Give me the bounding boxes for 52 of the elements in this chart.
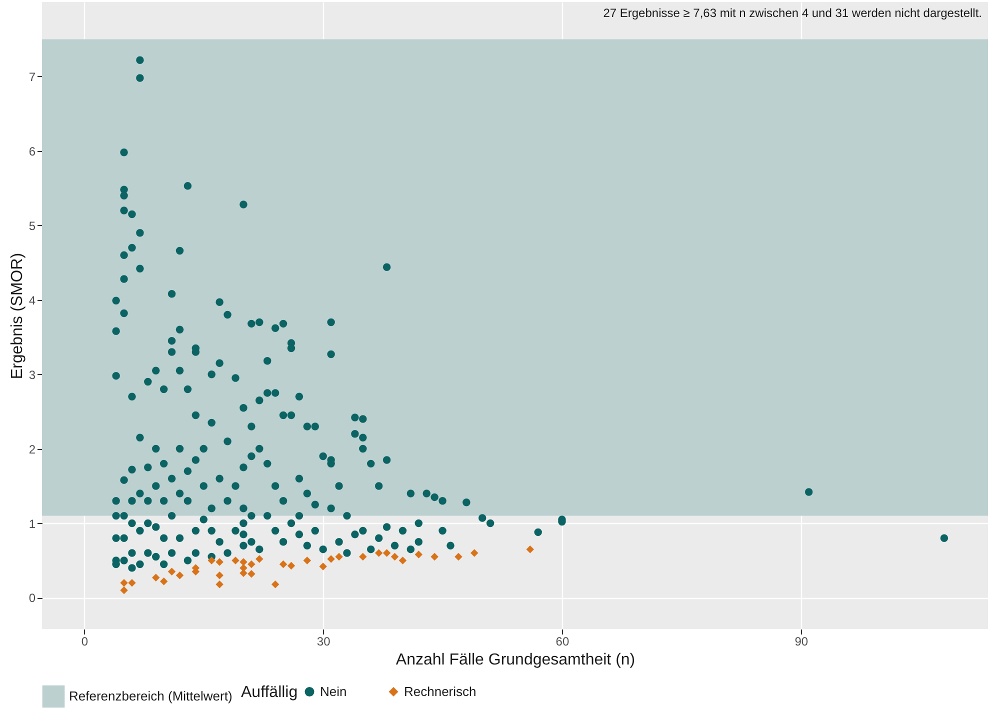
y-tick-label: 7: [28, 70, 36, 84]
point: [382, 549, 391, 557]
point: [526, 545, 534, 554]
point: [319, 562, 327, 570]
point: [335, 552, 343, 561]
point: [430, 552, 438, 561]
y-tick-label: 3: [28, 368, 36, 382]
legend-label: Referenzbereich (Mittelwert): [69, 688, 232, 704]
point: [216, 558, 224, 566]
point: [216, 580, 224, 588]
point: [240, 558, 248, 566]
point: [256, 555, 264, 563]
x-axis-title: Anzahl Fälle Grundgesamtheit (n): [396, 652, 636, 668]
point: [374, 549, 383, 557]
point: [271, 580, 280, 588]
legend-label: Nein: [320, 684, 347, 699]
point: [208, 556, 216, 564]
point: [287, 562, 296, 570]
point: [470, 549, 478, 557]
y-tick-label: 2: [28, 442, 36, 456]
x-tick-label: 30: [316, 634, 331, 648]
x-tick-label: 60: [556, 634, 570, 648]
point: [168, 568, 176, 576]
point: [359, 552, 367, 561]
legend-title: Auffällig: [241, 684, 298, 701]
point: [398, 556, 407, 564]
point: [327, 555, 335, 563]
y-tick-label: 4: [28, 293, 36, 308]
point: [303, 556, 312, 564]
y-tick-label: 0: [28, 591, 36, 606]
point: [120, 578, 128, 587]
x-tick-label: 90: [794, 634, 808, 648]
y-tick-label: 1: [28, 516, 36, 531]
point: [248, 570, 256, 578]
x-tick-label: 0: [81, 634, 88, 648]
point: [160, 577, 168, 586]
y-tick-label: 6: [28, 144, 36, 158]
point: [152, 574, 160, 582]
point: [248, 560, 256, 568]
point: [414, 550, 423, 558]
point: [390, 552, 399, 561]
point: [128, 578, 136, 587]
legend-label: Rechnerisch: [404, 684, 476, 699]
y-tick-label: 5: [28, 218, 36, 233]
point: [232, 556, 240, 564]
y-axis-title: Ergebnis (SMOR): [8, 252, 26, 380]
point: [120, 586, 128, 594]
point: [454, 552, 462, 561]
annotation: 27 Ergebnisse ≥ 7,63 mit n zwischen 4 und 31 werden nicht dargestellt.: [603, 6, 982, 20]
point: [216, 572, 224, 580]
point: [279, 560, 288, 568]
point: [176, 572, 184, 580]
